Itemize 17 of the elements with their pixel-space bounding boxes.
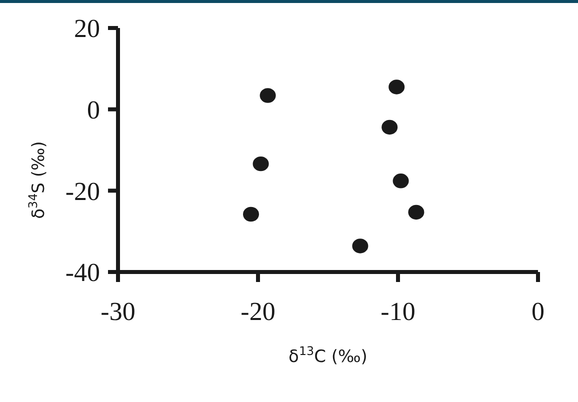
y-tick-label: 20 (74, 14, 100, 44)
point (388, 80, 405, 94)
point (260, 88, 276, 103)
x-tick-label: -30 (100, 297, 136, 326)
point (252, 156, 269, 172)
x-tick-label: -20 (240, 297, 276, 326)
point (243, 206, 259, 222)
point (408, 204, 424, 220)
y-tick-label: -40 (65, 258, 100, 288)
y-tick-label: -20 (65, 176, 100, 206)
x-tick-label: 0 (532, 297, 544, 326)
x-tick-label: -10 (380, 297, 416, 326)
point (392, 174, 409, 188)
y-tick-label: 0 (87, 95, 100, 124)
x-axis-title: δ$^{13}$C (‰) (288, 344, 368, 367)
point (382, 120, 398, 135)
point (352, 238, 368, 254)
